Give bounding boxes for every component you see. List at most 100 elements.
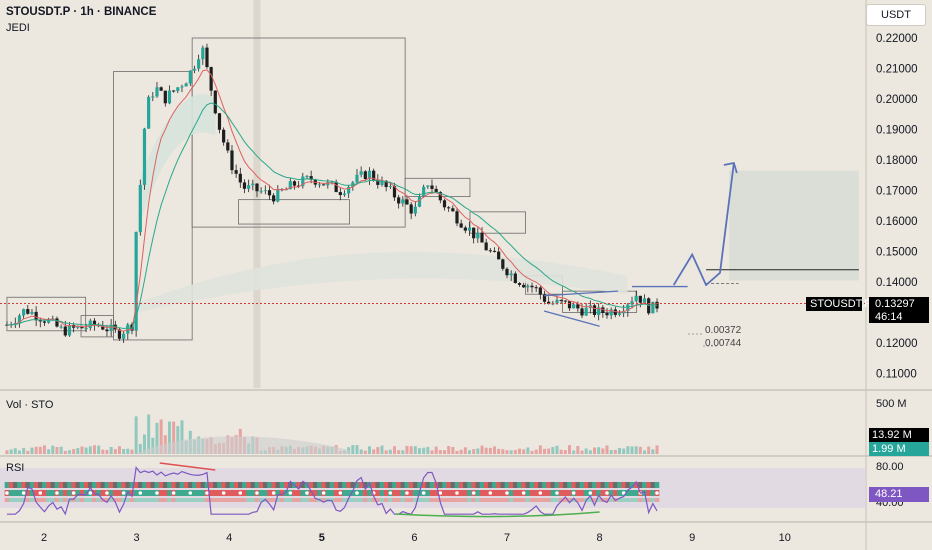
signal-cell xyxy=(192,490,197,496)
signal-cell xyxy=(146,482,151,488)
volume-bar xyxy=(88,446,92,454)
signal-cell xyxy=(238,482,243,488)
candle-body xyxy=(459,223,463,228)
candle-body xyxy=(597,307,601,315)
candle-body xyxy=(34,311,38,321)
signal-dot xyxy=(588,491,593,495)
signal-cell xyxy=(421,482,426,488)
signal-cell xyxy=(167,482,172,488)
time-tick-label: 8 xyxy=(597,532,603,544)
range-box xyxy=(238,199,350,225)
rsi-pane-label[interactable]: RSI xyxy=(6,462,25,474)
candle-body xyxy=(347,186,351,194)
time-tick-label: 3 xyxy=(134,532,140,544)
candle-body xyxy=(263,190,267,192)
signal-cell xyxy=(108,482,114,488)
signal-cell xyxy=(33,490,39,496)
symbol-title[interactable]: STOUSDT.P · 1h · BINANCE xyxy=(6,6,157,18)
signal-cell xyxy=(333,490,339,496)
signal-cell xyxy=(529,490,535,496)
candle-body xyxy=(605,313,609,316)
signal-cell xyxy=(371,498,376,502)
signal-cell xyxy=(150,490,156,496)
candle-body xyxy=(230,150,234,171)
signal-cell xyxy=(592,482,597,488)
signal-cell xyxy=(308,498,314,502)
signal-dot xyxy=(505,491,509,495)
signal-cell xyxy=(517,482,522,488)
signal-cell xyxy=(571,482,576,488)
signal-cell xyxy=(296,490,301,496)
candle-body xyxy=(101,325,105,330)
candle-body xyxy=(138,184,142,233)
signal-cell xyxy=(25,498,31,502)
volume-bar xyxy=(151,437,155,454)
projection-path xyxy=(672,162,735,287)
candle-body xyxy=(42,321,47,323)
candle-body xyxy=(480,232,484,243)
volume-bar xyxy=(26,450,30,454)
volume-bar xyxy=(155,422,159,454)
signal-cell xyxy=(429,490,435,496)
signal-cell xyxy=(229,482,235,488)
candle-body xyxy=(242,182,247,189)
candle-body xyxy=(501,259,505,269)
signal-cell xyxy=(521,498,526,502)
volume-bar xyxy=(551,447,555,454)
signal-cell xyxy=(358,490,364,496)
candle-body xyxy=(155,87,159,97)
volume-bar xyxy=(109,446,113,454)
signal-cell xyxy=(221,482,226,488)
volume-pane-label[interactable]: Vol · STO xyxy=(6,399,54,411)
signal-cell xyxy=(392,482,397,488)
indicator-label[interactable]: JEDI xyxy=(6,22,30,34)
candle-body xyxy=(572,304,576,309)
currency-button[interactable]: USDT xyxy=(866,4,926,26)
signal-cell xyxy=(113,490,118,496)
candle-body xyxy=(509,273,513,276)
signal-cell xyxy=(154,482,160,488)
candle-body xyxy=(476,232,480,239)
signal-cell xyxy=(254,482,260,488)
signal-dot xyxy=(488,491,493,495)
signal-dot xyxy=(305,491,309,495)
signal-cell xyxy=(483,498,489,502)
volume-bar xyxy=(92,445,96,454)
signal-dot xyxy=(55,491,59,495)
candle-body xyxy=(217,113,222,130)
price-tick-label: 0.14000 xyxy=(876,277,918,289)
volume-bar xyxy=(497,448,501,454)
candle-body xyxy=(513,273,517,284)
candle-body xyxy=(430,185,434,189)
signal-cell xyxy=(654,498,660,502)
signal-cell xyxy=(363,482,368,488)
signal-cell xyxy=(92,498,97,502)
volume-bar xyxy=(647,446,651,454)
candle-body xyxy=(234,170,238,174)
signal-cell xyxy=(546,482,551,488)
signal-dot xyxy=(321,491,326,495)
signal-cell xyxy=(292,490,297,496)
signal-cell xyxy=(321,482,326,488)
volume-bar xyxy=(476,448,480,454)
signal-cell xyxy=(54,498,60,502)
volume-bar xyxy=(563,450,567,454)
signal-cell xyxy=(650,490,656,496)
volume-bar xyxy=(534,449,538,454)
candle-body xyxy=(563,300,567,302)
candle-body xyxy=(409,204,413,214)
signal-dot xyxy=(71,491,76,495)
signal-cell xyxy=(446,498,451,502)
signal-cell xyxy=(450,482,456,488)
signal-cell xyxy=(158,490,164,496)
signal-cell xyxy=(500,498,506,502)
signal-cell xyxy=(438,482,443,488)
signal-cell xyxy=(650,498,656,502)
price-tick-label: 0.12000 xyxy=(876,338,918,350)
signal-cell xyxy=(188,498,193,502)
volume-bar xyxy=(547,448,551,454)
signal-cell xyxy=(367,498,372,502)
candle-body xyxy=(542,294,547,302)
candle-body xyxy=(142,128,147,185)
